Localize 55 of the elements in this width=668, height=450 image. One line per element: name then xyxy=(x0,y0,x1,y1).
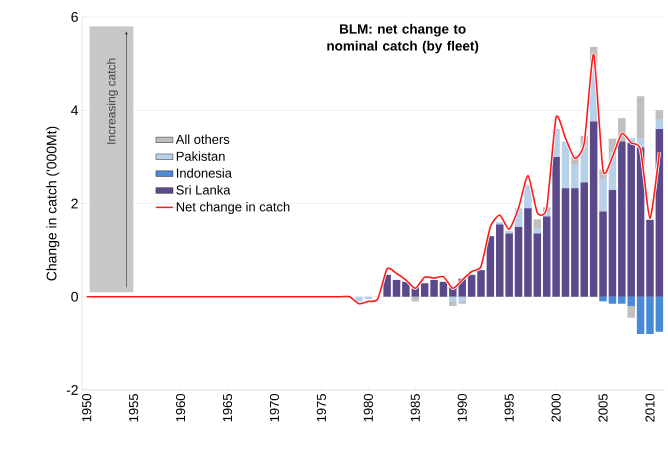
bar xyxy=(590,121,598,297)
bar xyxy=(656,110,664,120)
y-tick-label: 2 xyxy=(71,198,78,208)
text: BLM: net change to nominal catch (by fleet) xyxy=(327,24,478,54)
y-tick-label: 0 xyxy=(71,292,78,302)
bar xyxy=(542,216,550,297)
bar xyxy=(534,219,542,229)
bar xyxy=(571,188,579,297)
x-tick-label: 1950 xyxy=(82,394,92,422)
legend-label: All others xyxy=(176,134,230,144)
y-tick-label: 6 xyxy=(71,12,78,22)
bar xyxy=(534,233,542,297)
bar xyxy=(618,141,626,297)
x-tick-label: 1975 xyxy=(316,394,326,422)
bar xyxy=(534,228,542,234)
x-tick-label: 2010 xyxy=(645,394,655,422)
bar xyxy=(618,296,626,304)
x-tick-label: 1970 xyxy=(270,394,280,422)
y-tick-label: 4 xyxy=(71,105,78,116)
bar xyxy=(580,182,588,297)
bar xyxy=(571,164,579,188)
bar xyxy=(449,296,457,302)
bar xyxy=(627,142,635,297)
bar xyxy=(496,224,504,297)
bar xyxy=(505,230,513,234)
bar xyxy=(656,120,664,129)
x-tick-label: 1955 xyxy=(129,394,138,422)
legend-label: Net change in catch xyxy=(176,202,290,214)
bar xyxy=(627,296,635,306)
line-series xyxy=(85,52,661,306)
x-tick-label: 1990 xyxy=(458,394,467,422)
y-tick-label: -2 xyxy=(66,385,78,395)
bar xyxy=(656,128,664,297)
bar xyxy=(449,301,457,306)
bar xyxy=(412,296,420,302)
x-tick-label: 2005 xyxy=(598,394,608,422)
x-tick-label: 1980 xyxy=(364,394,373,422)
legend-label: Pakistan xyxy=(176,151,225,161)
legend-label: Indonesia xyxy=(176,168,232,178)
bar xyxy=(364,296,372,300)
bar xyxy=(420,283,428,297)
x-tick-label: 1995 xyxy=(504,394,514,422)
legend-label: Sri Lanka xyxy=(176,185,230,195)
bar xyxy=(580,145,588,183)
bar xyxy=(458,296,466,302)
x-tick-label: 1985 xyxy=(410,394,420,422)
y-axis-title: Change in catch ('000Mt) xyxy=(46,126,60,280)
x-tick-label: 1960 xyxy=(176,394,186,422)
x-tick-label: 2000 xyxy=(552,394,561,422)
bar xyxy=(627,306,635,318)
bar xyxy=(636,96,644,138)
bar xyxy=(656,296,664,332)
annotation: Increasing catch xyxy=(106,58,118,144)
bar xyxy=(505,233,513,297)
x-tick-label: 1965 xyxy=(222,394,232,422)
